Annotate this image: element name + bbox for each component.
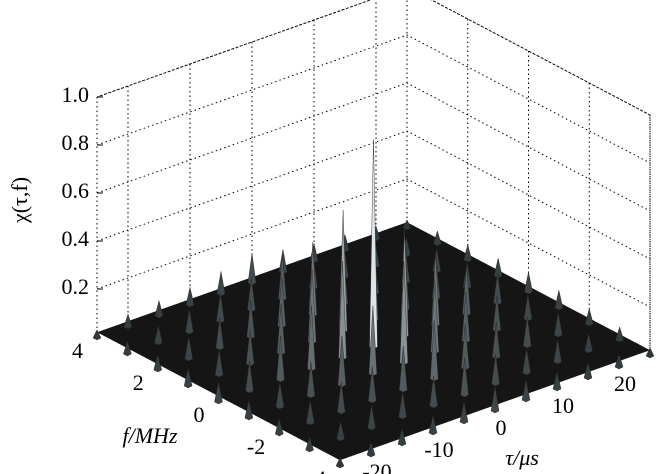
surface-spike (397, 427, 407, 447)
surface-spike (306, 400, 315, 426)
surface-spike (491, 354, 500, 387)
y-tick-label: -2 (247, 434, 265, 459)
surface-spike (305, 436, 314, 453)
surface-spike (399, 345, 408, 393)
surface-spike (554, 290, 564, 311)
y-tick-label: 4 (72, 338, 83, 363)
surface-spike (585, 307, 594, 327)
surface-spike (523, 316, 532, 349)
surface-spike (247, 253, 257, 286)
x-tick-label: 10 (552, 393, 574, 418)
surface-spike (402, 219, 412, 231)
grid-line (96, 0, 651, 116)
y-tick-label: -4 (308, 466, 326, 474)
surface-spike (154, 325, 163, 346)
surface-spike (276, 335, 285, 383)
surface-spike (215, 318, 224, 351)
surface (92, 139, 655, 469)
surface-spike (554, 312, 563, 338)
surface-spike (275, 381, 285, 410)
surface-spike (366, 441, 376, 458)
surface-spike (524, 271, 533, 295)
surface-spike (615, 326, 624, 343)
surface-spike (336, 421, 345, 442)
surface-spike (368, 366, 377, 404)
surface-spike (463, 243, 472, 263)
surface-spike (493, 258, 503, 279)
surface-spike (522, 347, 531, 376)
z-tick-label: 1.0 (62, 82, 90, 107)
x-tick-label: -10 (424, 437, 453, 462)
x-axis-label: τ/μs (505, 445, 539, 470)
surface-spike (398, 391, 407, 420)
y-tick-label: 2 (133, 370, 144, 395)
surface-spike (335, 457, 345, 469)
surface-spike (214, 349, 224, 378)
surface-spike (154, 299, 164, 319)
surface-spike (553, 339, 562, 365)
x-tick-label: -20 (362, 459, 391, 474)
surface-spike (123, 340, 132, 357)
surface-spike (123, 313, 133, 330)
z-axis-label: χ(τ,f) (7, 177, 32, 224)
z-tick-label: 0.6 (62, 178, 90, 203)
surface-spike (306, 361, 316, 399)
surface-spike (552, 371, 562, 392)
box-edge (96, 0, 651, 355)
surface-spike (460, 357, 469, 398)
x-tick-label: 0 (496, 415, 507, 440)
y-tick-label: 0 (194, 402, 205, 427)
grid-line (96, 34, 651, 164)
surface-spike (645, 347, 655, 359)
surface-spike (429, 376, 438, 409)
z-tick-label: 0.2 (62, 274, 90, 299)
surface-spike (367, 405, 376, 431)
surface-spike (92, 329, 102, 341)
surface-spike (337, 382, 346, 415)
surface-spike (428, 415, 438, 436)
y-axis-label: f/MHz (123, 423, 178, 448)
surface-spike (584, 333, 593, 354)
z-tick-label: 0.4 (62, 226, 90, 251)
surface-spike (521, 379, 531, 403)
surface-spike (433, 230, 442, 247)
grid-line (96, 178, 651, 308)
surface-spike (185, 309, 194, 335)
surface-spike (275, 417, 284, 437)
surface-spike (244, 400, 254, 421)
surface-spike (184, 336, 193, 362)
surface-spike (214, 381, 223, 405)
surface-spike (185, 287, 195, 308)
x-tick-label: 20 (614, 371, 636, 396)
z-tick-label: 0.8 (62, 130, 90, 155)
surface-spike (216, 271, 226, 297)
surface-spike (459, 401, 469, 425)
surface-spike (183, 368, 193, 389)
surface-spike (245, 361, 254, 394)
surface-spike (614, 353, 624, 370)
surface-spike (583, 361, 593, 381)
surface-spike (153, 353, 162, 373)
surface-spike (490, 385, 500, 414)
